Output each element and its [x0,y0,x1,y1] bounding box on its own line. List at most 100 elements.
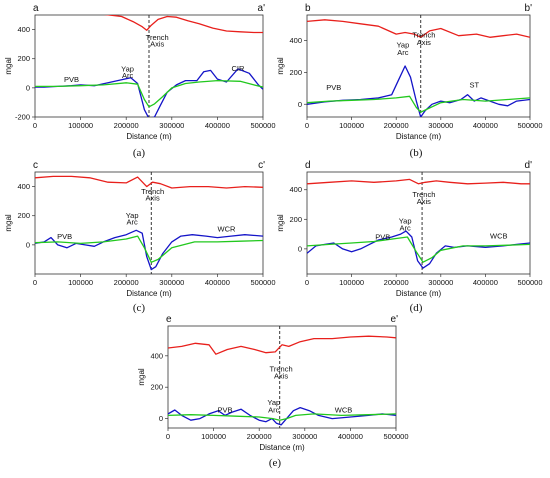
series-line-1 [103,15,263,34]
annotation-label: PVB [217,405,232,414]
x-tick-label: 300000 [159,278,184,287]
x-tick-label: 100000 [339,121,364,130]
y-tick-label: 200 [17,211,30,220]
annotation-label: WCB [490,232,508,241]
x-tick-label: 400000 [473,121,498,130]
profile-start-label: d [305,160,311,171]
chart-panel-b: b b' 0 100000 200000 300000 400000 500000 0 200 40… [276,3,543,159]
x-tick-label: 300000 [292,432,317,441]
annotation-label: Trench [412,190,435,199]
y-axis-label: mgal [4,57,13,75]
y-tick-label: 200 [150,383,163,392]
y-tick-label: 400 [17,25,30,34]
y-tick-label: 200 [289,68,302,77]
x-axis-label: Distance (m) [259,443,305,452]
annotation-label: Arc [127,217,139,226]
series-line-2 [307,65,530,117]
x-tick-label: 300000 [428,278,453,287]
annotation-label: Yap [396,41,409,50]
profile-start-label: b [305,3,311,14]
annotation-label: PVB [64,75,79,84]
x-tick-label: 300000 [159,121,184,130]
profile-start-label: a [33,3,39,14]
annotation-label: Axis [274,372,288,381]
annotation-label: Trench [141,187,164,196]
annotation-label: Axis [146,193,160,202]
plot-frame [167,325,397,429]
x-tick-label: 0 [305,121,309,130]
annotation-label: PVB [375,232,390,241]
x-axis-label: Distance (m) [396,289,442,298]
y-tick-label: 400 [289,36,302,45]
x-tick-label: 200000 [114,121,139,130]
x-axis-label: Distance (m) [126,132,172,141]
profile-end-label: e' [391,314,399,325]
panel-caption: (d) [410,302,423,314]
x-axis-label: Distance (m) [396,132,442,141]
series-line-2 [35,229,263,271]
profile-end-label: d' [525,160,533,171]
y-tick-label: 200 [17,54,30,63]
chart-panel-a: a a'0 100000 200000 300000 400000 500000-20002… [4,3,276,159]
x-tick-label: 100000 [339,278,364,287]
annotation-label: Trench [412,31,435,40]
profile-start-label: c [33,160,38,171]
x-tick-label: 500000 [517,278,542,287]
x-tick-label: 200000 [384,121,409,130]
x-tick-label: 200000 [114,278,139,287]
panel-caption: (b) [410,147,423,159]
annotation-label: Arc [397,48,409,57]
y-tick-label: 200 [289,215,302,224]
annotation-label: PVB [326,83,341,92]
y-tick-label: 0 [26,83,30,92]
annotation-label: Arc [268,405,280,414]
chart-panel-c: c c' 0 100000 200000 300000 400000 500000 0 200 40… [4,160,276,314]
y-tick-label: 0 [298,244,302,253]
series-line-1 [307,19,530,38]
x-tick-label: 500000 [517,121,542,130]
profile-end-label: b' [525,3,533,14]
y-tick-label: -200 [15,113,30,122]
x-tick-label: 500000 [250,121,275,130]
annotation-label: Trench [270,365,293,374]
x-tick-label: 500000 [250,278,275,287]
chart-panel-d: d d' 0 100000 200000 300000 400000 500000 0 200 40… [276,160,543,314]
plot-frame [34,171,264,275]
annotation-label: WCR [218,225,236,234]
x-tick-label: 0 [305,278,309,287]
annotation-label: WCB [335,405,353,414]
x-tick-label: 400000 [338,432,363,441]
x-tick-label: 100000 [68,278,93,287]
annotation-label: Arc [399,223,411,232]
y-axis-label: mgal [276,57,285,75]
annotation-label: CIR [231,64,245,73]
x-tick-label: 200000 [384,278,409,287]
x-axis-label: Distance (m) [126,289,172,298]
x-tick-label: 300000 [428,121,453,130]
annotation-label: Yap [267,398,280,407]
series-line-3 [168,413,396,421]
x-tick-label: 100000 [201,432,226,441]
annotation-label: Axis [417,197,431,206]
profile-start-label: e [166,314,172,325]
x-tick-label: 0 [166,432,170,441]
series-line-1 [35,175,263,189]
y-tick-label: 400 [289,185,302,194]
y-axis-label: mgal [276,214,285,232]
y-tick-label: 400 [17,182,30,191]
annotation-label: Trench [146,33,169,42]
y-tick-label: 0 [159,414,163,423]
annotation-label: Yap [399,217,412,226]
x-tick-label: 400000 [473,278,498,287]
plot-frame [306,14,531,118]
series-line-3 [35,79,263,108]
y-axis-label: mgal [4,214,13,232]
profile-end-label: a' [258,3,266,14]
x-tick-label: 400000 [205,121,230,130]
x-tick-label: 0 [33,121,37,130]
x-tick-label: 100000 [68,121,93,130]
x-tick-label: 500000 [383,432,408,441]
series-line-1 [307,178,530,185]
series-line-3 [35,235,263,263]
